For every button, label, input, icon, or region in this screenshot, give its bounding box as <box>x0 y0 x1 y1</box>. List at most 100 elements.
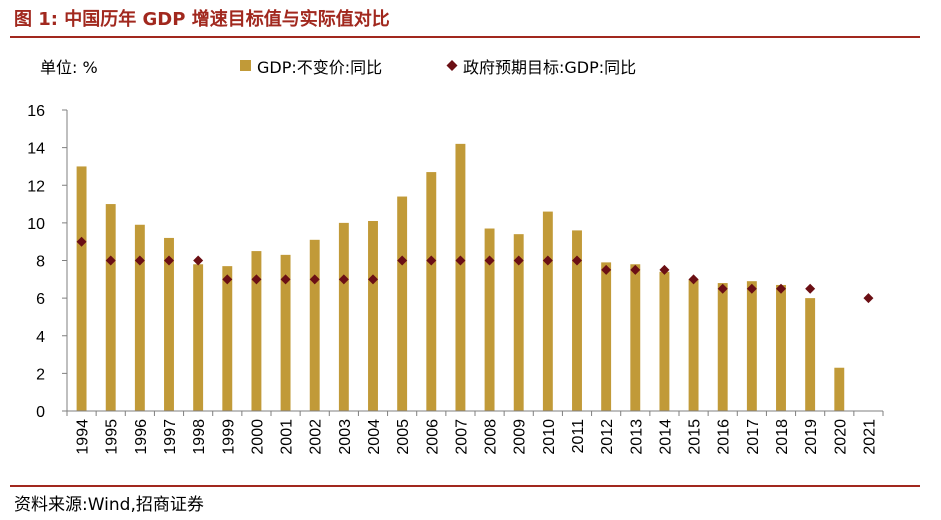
y-tick-label: 10 <box>27 216 45 233</box>
legend-label-actual: GDP:不变价:同比 <box>257 58 382 77</box>
x-tick-label: 2012 <box>599 419 616 455</box>
marker-target-1997 <box>164 255 174 266</box>
legend-swatch-actual <box>240 60 251 71</box>
y-tick-label: 16 <box>27 103 45 120</box>
bar-actual-1996 <box>134 224 145 411</box>
bar-actual-2015 <box>688 279 699 411</box>
x-tick-label: 2016 <box>716 419 733 455</box>
x-tick-label: 2014 <box>657 419 674 455</box>
marker-target-2003 <box>338 274 349 285</box>
marker-target-2012 <box>601 264 612 275</box>
x-tick-label: 2007 <box>453 419 470 455</box>
bar-actual-2018 <box>776 284 786 411</box>
bar-actual-1995 <box>105 204 116 411</box>
y-axis: 0 2 4 6 8 10 12 14 16 <box>27 103 68 421</box>
x-tick-label: 2010 <box>541 419 558 455</box>
bar-actual-2006 <box>426 172 437 411</box>
x-tick-label: 1996 <box>133 419 150 455</box>
y-tick-label: 12 <box>27 178 45 195</box>
marker-target-1999 <box>222 274 233 285</box>
marker-target-2013 <box>630 264 641 275</box>
marker-target-2007 <box>455 255 466 266</box>
bar-actual-2011 <box>572 230 582 411</box>
source-note: 资料来源:Wind,招商证券 <box>14 495 204 515</box>
bar-actual-2002 <box>309 239 320 411</box>
marker-target-2010 <box>542 255 553 266</box>
bar-actual-1997 <box>164 237 174 411</box>
y-tick-label: 4 <box>36 329 45 346</box>
bar-actual-2007 <box>455 143 466 412</box>
x-tick-label: 2004 <box>366 419 383 455</box>
marker-target-2014 <box>659 264 670 275</box>
marker-target-2000 <box>251 274 262 285</box>
marker-target-1995 <box>105 255 116 266</box>
bar-actual-2017 <box>746 281 757 411</box>
x-tick-label: 2001 <box>279 419 296 455</box>
bar-actual-2012 <box>601 262 612 411</box>
bar-actual-2008 <box>484 228 495 411</box>
marker-target-2004 <box>368 274 378 285</box>
bar-actual-2010 <box>542 211 553 411</box>
marker-target-2021 <box>863 293 874 304</box>
x-tick-label: 2006 <box>424 419 441 455</box>
y-tick-label: 8 <box>36 254 45 271</box>
x-tick-label: 2019 <box>803 419 820 455</box>
marker-target-2009 <box>513 255 524 266</box>
marker-target-2015 <box>688 274 699 285</box>
marker-target-2011 <box>572 255 582 266</box>
x-tick-label: 2003 <box>337 419 354 455</box>
bar-actual-2013 <box>630 264 641 411</box>
x-tick-label: 2008 <box>483 419 500 455</box>
bar-actual-2000 <box>251 251 262 411</box>
title-divider <box>10 36 920 38</box>
bar-actual-1999 <box>222 266 233 411</box>
x-tick-label: 2015 <box>687 419 704 455</box>
x-tick-label: 2011 <box>570 419 587 454</box>
bar-actual-1994 <box>76 166 87 411</box>
bar-actual-2019 <box>805 298 816 411</box>
marker-target-2008 <box>484 255 495 266</box>
marker-target-2005 <box>397 255 408 266</box>
bar-actual-2009 <box>513 234 524 411</box>
x-tick-label: 2021 <box>861 419 878 455</box>
marker-target-1994 <box>76 236 87 247</box>
marker-target-1998 <box>193 255 204 266</box>
y-tick-label: 2 <box>36 366 45 383</box>
bar-actual-2020 <box>834 367 845 411</box>
unit-label: 单位: % <box>40 58 98 77</box>
footer-divider <box>10 485 920 487</box>
bar-actual-2016 <box>717 283 728 411</box>
markers-group <box>76 236 874 304</box>
marker-target-2018 <box>776 283 786 294</box>
x-tick-label: 2009 <box>512 419 529 455</box>
page-title: 图 1: 中国历年 GDP 增速目标值与实际值对比 <box>14 9 390 30</box>
x-tick-label: 1995 <box>104 419 121 455</box>
gdp-chart: 单位: % GDP:不变价:同比 政府预期目标:GDP:同比 0 2 4 6 8 10 12… <box>27 58 884 455</box>
bar-actual-2014 <box>659 271 670 411</box>
marker-target-2019 <box>805 283 816 294</box>
x-tick-label: 1999 <box>220 419 237 455</box>
x-tick-label: 1994 <box>75 419 92 455</box>
bar-actual-2004 <box>368 220 378 411</box>
marker-target-2017 <box>746 283 757 294</box>
legend: 单位: % GDP:不变价:同比 政府预期目标:GDP:同比 <box>40 58 636 77</box>
x-tick-label: 1998 <box>191 419 208 455</box>
x-tick-label: 2018 <box>774 419 791 455</box>
y-tick-label: 6 <box>36 291 45 308</box>
bar-actual-2001 <box>280 254 291 411</box>
x-tick-label: 2013 <box>628 419 645 455</box>
x-tick-label: 2000 <box>249 419 266 455</box>
y-tick-label: 0 <box>36 404 45 421</box>
x-tick-label: 1997 <box>162 419 179 455</box>
x-axis: 1994 1995 1996 1997 1998 1999 2000 2001 2002 2003… <box>66 410 884 455</box>
marker-target-2002 <box>309 274 320 285</box>
marker-target-2001 <box>280 274 291 285</box>
x-tick-label: 2005 <box>395 419 412 455</box>
x-tick-label: 2017 <box>745 419 762 455</box>
legend-marker-target <box>446 60 458 71</box>
bar-actual-2003 <box>338 222 349 411</box>
bars-group <box>76 143 845 412</box>
x-tick-label: 2020 <box>832 419 849 455</box>
bar-actual-1998 <box>193 264 204 411</box>
y-tick-label: 14 <box>27 141 45 158</box>
